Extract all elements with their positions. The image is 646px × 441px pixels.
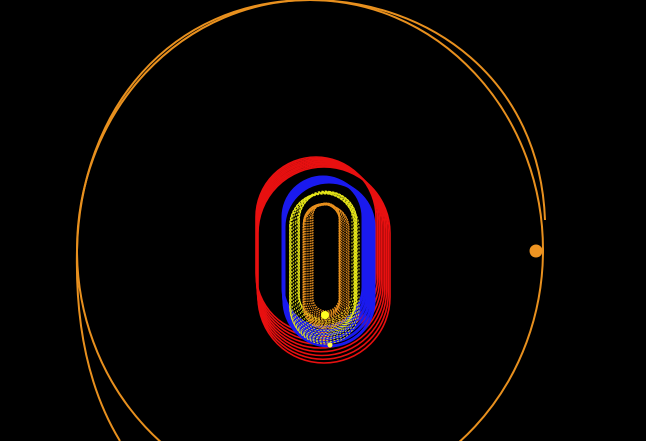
orange-core-loop (305, 203, 340, 319)
red-orbit-loop (257, 166, 391, 364)
yellow-orbit-loop (289, 192, 355, 338)
red-orbit-loop (255, 157, 379, 338)
red-orbit-loop (255, 159, 383, 346)
orange-core-loop (302, 203, 343, 323)
blue-orbit-loop (282, 180, 376, 348)
red-orbit-loop (256, 162, 386, 353)
red-orbit-group (255, 156, 391, 364)
orange-core-loop (303, 203, 341, 322)
orange-core-loop (302, 204, 349, 329)
red-orbit-loop (256, 163, 388, 357)
outer-orbit-group (75, 0, 546, 441)
yellow-orbit-loop (290, 193, 360, 345)
orange-core-loop (303, 204, 348, 327)
orange-core-loop (302, 203, 346, 326)
orange-core-loop (311, 202, 341, 313)
planet-group (321, 244, 543, 348)
red-orbit-loop (256, 161, 384, 349)
red-orbit-loop (256, 165, 390, 360)
outer-planet (529, 244, 543, 258)
orange-core-group (302, 202, 350, 330)
inner-planet (321, 311, 329, 319)
yellow-orbit-loop (289, 193, 358, 343)
yellow-orbit-loop (289, 192, 356, 340)
small-planet (327, 342, 333, 348)
orange-core-loop (302, 204, 350, 330)
red-orbit-loop (255, 156, 377, 334)
yellow-orbit-loop (293, 192, 356, 333)
red-orbit-loop (255, 158, 381, 342)
outer-orbit-ring (75, 0, 546, 441)
